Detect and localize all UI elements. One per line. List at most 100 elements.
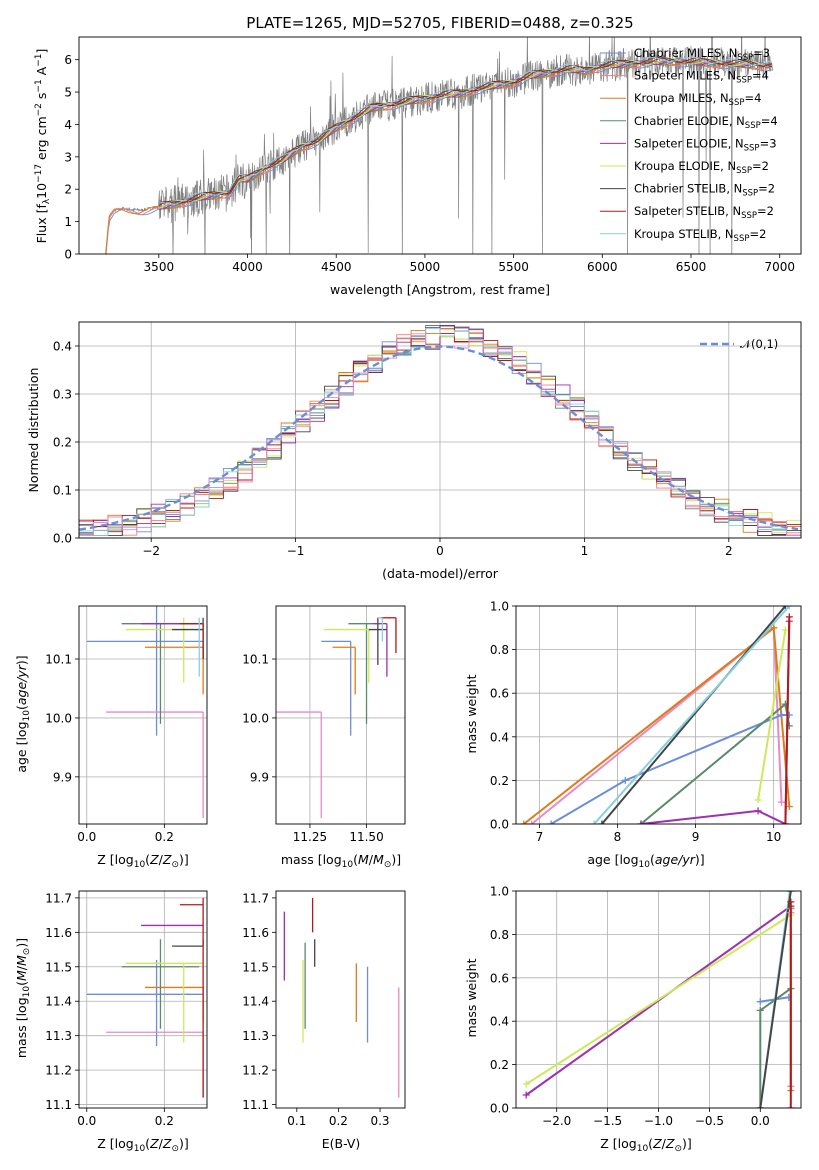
y-tick-label: 2 — [64, 183, 72, 197]
y-tick-label: 11.7 — [45, 891, 72, 905]
axes-frame — [78, 605, 208, 825]
x-tick-label: 1 — [581, 544, 589, 558]
plus-marker — [785, 606, 793, 610]
y-tick-label: 11.2 — [242, 1064, 269, 1078]
axes-frame — [275, 890, 406, 1109]
mass-vs-metallicity-panel: Z [log10(Z/Z⊙)] mass [log10(M/M⊙)] 0.0 0.… — [14, 890, 208, 1154]
plus-marker — [787, 1104, 795, 1108]
plus-marker — [756, 1006, 764, 1014]
axes-frame — [515, 605, 802, 825]
plus-marker — [787, 898, 795, 906]
y-tick-label: 11.3 — [45, 1029, 72, 1043]
massweight-line — [550, 714, 790, 824]
x-tick-label: 10 — [766, 830, 781, 844]
massweight-line — [759, 891, 792, 1108]
plus-marker — [637, 820, 645, 824]
age_vs_mass-grid — [276, 606, 405, 824]
x-tick-label: −2.0 — [542, 1114, 571, 1128]
massweight-line — [601, 606, 787, 824]
spectrum-title: PLATE=1265, MJD=52705, FIBERID=0488, z=0… — [246, 14, 633, 32]
y-tick-label: 0.3 — [53, 388, 72, 402]
y-tick-label: 9.9 — [53, 770, 72, 784]
y-tick-label: 10.0 — [242, 711, 269, 725]
y-tick-label: 5 — [64, 86, 72, 100]
mass_vs_Z-plot-area — [86, 897, 204, 1098]
age-vs-mass-panel: mass [log10(M/M⊙)] 11.25 11.50 9.9 10.0 10.1 — [242, 605, 406, 870]
legend-entry: Chabrier STELIB, NSSP=2 — [634, 182, 775, 199]
y-tick-label: 0.6 — [490, 687, 509, 701]
x-tick-label: 3500 — [144, 260, 175, 274]
axes-frame — [515, 890, 802, 1109]
plus-marker — [522, 1080, 530, 1088]
x-tick-label: 6500 — [676, 260, 707, 274]
histogram-step-line — [79, 327, 801, 537]
y-tick-label: 11.1 — [242, 1098, 269, 1112]
axes-frame — [78, 890, 208, 1109]
model-spectrum-line — [105, 60, 773, 254]
mwZ-ylabel: mass weight — [464, 958, 479, 1037]
legend-entry: Kroupa ELODIE, NSSP=2 — [634, 159, 769, 176]
y-tick-label: 3 — [64, 150, 72, 164]
legend-entry: Salpeter ELODIE, NSSP=3 — [634, 136, 777, 153]
x-tick-label: 8 — [614, 830, 622, 844]
mwZ-xlabel: Z [log10(Z/Z⊙)] — [600, 1136, 692, 1154]
y-tick-label: 11.5 — [45, 960, 72, 974]
legend-entry: Kroupa MILES, NSSP=4 — [634, 91, 761, 108]
x-tick-label: −2 — [142, 544, 160, 558]
x-tick-label: −1 — [287, 544, 305, 558]
spectrum-ylabel: Flux [fλ10−17 erg cm−2 s−1 A−1] — [34, 49, 52, 244]
residual-ylabel: Normed distribution — [26, 368, 41, 493]
x-tick-label: 7000 — [764, 260, 795, 274]
y-tick-label: 0.2 — [490, 1058, 509, 1072]
spectrum-xlabel: wavelength [Angstrom, rest frame] — [330, 282, 550, 297]
plus-marker — [547, 820, 555, 824]
massweight-line — [757, 629, 787, 801]
y-tick-label: 1 — [64, 215, 72, 229]
x-tick-label: 0.0 — [77, 1114, 96, 1128]
plus-marker — [781, 626, 789, 634]
legend-entry: Chabrier ELODIE, NSSP=4 — [634, 114, 778, 131]
y-tick-label: 4 — [64, 118, 72, 132]
x-tick-label: 7 — [536, 830, 544, 844]
massweight-vs-metallicity-panel: Z [log10(Z/Z⊙)] mass weight −2.0 −1.5 −1.0… — [464, 885, 802, 1154]
y-tick-label: 0.6 — [490, 971, 509, 985]
age-vs-metallicity-panel: Z [log10(Z/Z⊙)] age [log10(age/yr)] 0.0 0… — [14, 605, 208, 870]
x-tick-label: 0.3 — [370, 1114, 389, 1128]
massweight-line — [640, 621, 791, 824]
y-tick-label: 11.5 — [242, 960, 269, 974]
y-tick-label: 0.8 — [490, 928, 509, 942]
plus-marker — [590, 820, 598, 824]
legend-entry: 𝒩(0,1) — [740, 337, 778, 351]
y-tick-label: 0.0 — [53, 532, 72, 546]
ageZ-xlabel: Z [log10(Z/Z⊙)] — [97, 852, 189, 870]
mwAge-xlabel: age [log10(age/yr)] — [587, 852, 704, 870]
ageM-xlabel: mass [log10(M/M⊙)] — [281, 852, 401, 870]
massweight_vs_Z-plot-area — [522, 891, 795, 1108]
plus-marker — [754, 807, 762, 815]
massweight-line — [784, 616, 791, 824]
spectrum-plot-area — [105, 37, 773, 254]
legend-entry: Salpeter MILES, NSSP=4 — [634, 69, 769, 86]
x-tick-label: −0.5 — [695, 1114, 724, 1128]
residuals-plot-area — [79, 325, 801, 537]
mass_vs_ebv-plot-area — [283, 897, 400, 1098]
y-tick-label: 11.6 — [45, 926, 72, 940]
y-tick-label: 11.7 — [242, 891, 269, 905]
y-tick-label: 0.2 — [490, 774, 509, 788]
y-tick-label: 0.0 — [490, 1102, 509, 1116]
residual-xlabel: (data-model)/error — [382, 566, 499, 581]
plus-marker — [520, 820, 528, 824]
age_vs_Z-plot-area — [86, 606, 204, 819]
plus-marker — [756, 998, 764, 1006]
residual-histogram-panel: (data-model)/error Normed distribution −… — [26, 321, 802, 581]
ageZ-ylabel: age [log10(age/yr)] — [14, 655, 32, 772]
mass_vs_Z-grid — [79, 891, 207, 1108]
x-tick-label: 0.1 — [287, 1114, 306, 1128]
y-tick-label: 0.2 — [53, 436, 72, 450]
x-tick-label: 0.2 — [155, 1114, 174, 1128]
observed-spectrum-line — [105, 37, 773, 254]
age_vs_Z-grid — [79, 606, 207, 824]
x-tick-label: 6000 — [587, 260, 618, 274]
plus-marker — [781, 606, 789, 610]
